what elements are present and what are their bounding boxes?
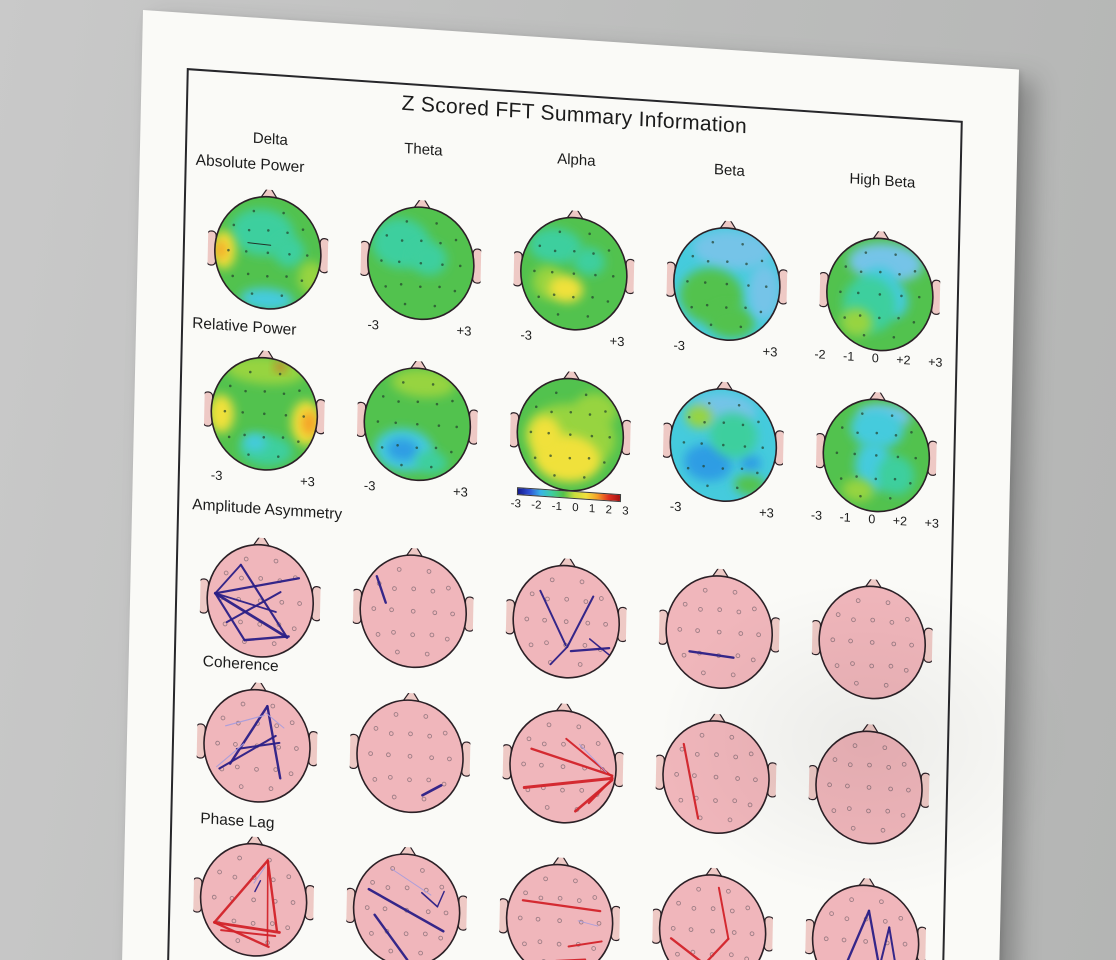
head-map-beta-amplitude-asymmetry	[657, 564, 782, 697]
scale-tick: -1	[839, 510, 851, 525]
scale-tick: +3	[609, 333, 625, 350]
scale-tick: -3	[669, 498, 682, 515]
head-map-alpha-phase-lag	[497, 853, 622, 960]
head-map-high-beta-relative-power	[814, 387, 939, 520]
head-map-alpha-absolute-power	[511, 206, 636, 339]
colorbar-tick: 3	[622, 505, 629, 518]
head-map-theta-amplitude-asymmetry	[351, 543, 476, 676]
colorbar-tick: -3	[510, 497, 522, 511]
colorbar-tick: 2	[605, 504, 613, 517]
head-map-beta-relative-power	[661, 377, 786, 510]
colorbar-tick: -2	[531, 499, 542, 512]
scale-tick: -3	[520, 327, 533, 343]
head-map-delta-absolute-power	[205, 185, 330, 318]
head-map-delta-coherence	[195, 678, 319, 811]
scale-tick: -3	[367, 316, 380, 333]
head-map-alpha-amplitude-asymmetry	[504, 554, 629, 687]
scale-tick: -1	[842, 349, 855, 364]
colorbar-tick: -1	[551, 500, 563, 514]
scale-tick: 0	[868, 512, 876, 527]
scale-tick: -2	[814, 347, 826, 362]
scale-tick: +2	[892, 513, 908, 529]
scale-tick: +3	[456, 322, 472, 339]
scale-tick: +3	[928, 354, 943, 370]
scale-tick: -3	[363, 477, 376, 494]
paper-page: Z Scored FFT Summary Information Delta T…	[114, 10, 1020, 960]
colorbar-tick: 1	[588, 503, 596, 516]
head-map-high-beta-coherence	[807, 719, 931, 852]
head-map-beta-phase-lag	[650, 863, 775, 960]
head-map-beta-absolute-power	[664, 216, 789, 349]
scale-tick: +3	[758, 504, 775, 521]
scale-tick: -3	[810, 508, 823, 523]
head-map-theta-relative-power	[355, 356, 480, 489]
scale-tick: -3	[673, 337, 686, 354]
head-map-high-beta-absolute-power	[817, 226, 942, 359]
scale-tick: 0	[871, 351, 879, 366]
scale-tick: +3	[762, 343, 778, 360]
head-map-high-beta-amplitude-asymmetry	[810, 574, 935, 707]
head-map-alpha-coherence	[501, 699, 625, 832]
head-map-beta-coherence	[654, 709, 778, 842]
scale-tick: +3	[299, 473, 316, 490]
head-map-high-beta-phase-lag	[803, 873, 928, 960]
head-map-alpha-relative-power	[508, 367, 633, 500]
scale-tick: +3	[924, 515, 940, 531]
scale-tick: +3	[452, 483, 469, 500]
head-map-delta-relative-power	[202, 346, 327, 479]
colorbar-tick: 0	[572, 501, 579, 515]
scale-tick: -3	[210, 467, 223, 484]
head-map-theta-phase-lag	[344, 842, 469, 960]
head-map-theta-coherence	[348, 688, 472, 821]
head-map-delta-phase-lag	[191, 832, 316, 960]
scale-tick: +2	[896, 352, 911, 368]
head-map-theta-absolute-power	[358, 195, 483, 328]
head-map-delta-amplitude-asymmetry	[198, 533, 323, 666]
